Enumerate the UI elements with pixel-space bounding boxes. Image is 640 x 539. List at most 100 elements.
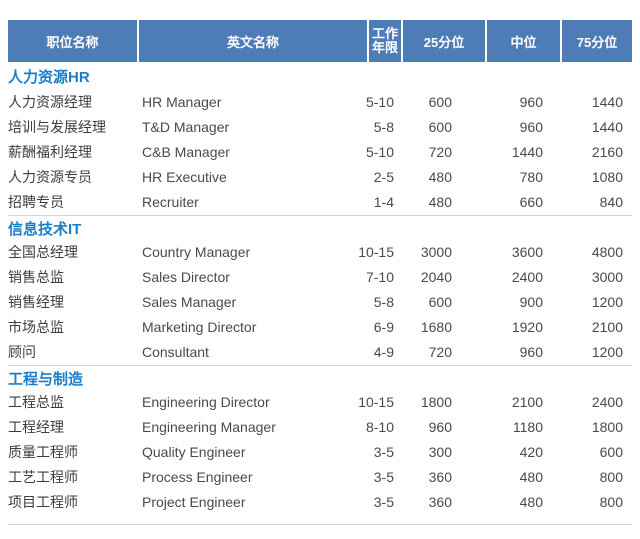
position-name-cell: 全国总经理 <box>8 244 78 260</box>
position-name-cell: 招聘专员 <box>8 194 64 210</box>
table-row: 人力资源经理 HR Manager 5-10 600 960 1440 <box>8 90 632 115</box>
table-row: 人力资源专员 HR Executive 2-5 480 780 1080 <box>8 165 632 190</box>
table-row: 培训与发展经理 T&D Manager 5-8 600 960 1440 <box>8 115 632 140</box>
section-title: 工程与制造 <box>8 370 84 388</box>
english-name-cell: Recruiter <box>142 194 199 210</box>
median-cell: 2400 <box>511 269 543 285</box>
p75-cell: 800 <box>599 494 623 510</box>
position-name-cell: 培训与发展经理 <box>8 119 106 135</box>
median-cell: 480 <box>519 494 543 510</box>
english-name-cell: Quality Engineer <box>142 444 246 460</box>
table-row: 销售经理 Sales Manager 5-8 600 900 1200 <box>8 290 632 315</box>
english-name-cell: Engineering Manager <box>142 419 276 435</box>
work-years-cell: 10-15 <box>358 244 394 260</box>
position-name-cell: 质量工程师 <box>8 444 78 460</box>
english-name-cell: Marketing Director <box>142 319 257 335</box>
position-name-cell: 工程总监 <box>8 394 64 410</box>
p25-cell: 600 <box>428 119 452 135</box>
work-years-cell: 10-15 <box>358 394 394 410</box>
table-row: 工程总监 Engineering Director 10-15 1800 2100 240… <box>8 390 632 415</box>
position-name-cell: 顾问 <box>8 344 36 360</box>
p25-cell: 600 <box>428 94 452 110</box>
p25-cell: 720 <box>428 144 452 160</box>
median-cell: 960 <box>519 119 543 135</box>
median-cell: 1180 <box>512 419 543 435</box>
table-row: 招聘专员 Recruiter 1-4 480 660 840 <box>8 190 632 215</box>
english-name-cell: Consultant <box>142 344 209 360</box>
position-name-cell: 人力资源经理 <box>8 94 92 110</box>
p75-cell: 1440 <box>591 94 623 110</box>
header-cell-work-years: 工作年限 <box>369 20 401 62</box>
header-cell-english-name: 英文名称 <box>139 20 367 62</box>
p75-cell: 840 <box>599 194 623 210</box>
english-name-cell: HR Executive <box>142 169 227 185</box>
english-name-cell: T&D Manager <box>142 119 230 135</box>
position-name-cell: 薪酬福利经理 <box>8 144 92 160</box>
position-name-cell: 销售经理 <box>8 294 64 310</box>
work-years-cell: 6-9 <box>373 319 394 335</box>
work-years-cell: 5-10 <box>365 144 394 160</box>
table-row: 工艺工程师 Process Engineer 3-5 360 480 800 <box>8 465 632 490</box>
median-cell: 960 <box>519 94 543 110</box>
section-title: 信息技术IT <box>8 220 82 238</box>
work-years-cell: 4-9 <box>373 344 394 360</box>
table-row: 质量工程师 Quality Engineer 3-5 300 420 600 <box>8 440 632 465</box>
position-name-cell: 工程经理 <box>8 419 64 435</box>
p75-cell: 1200 <box>591 294 623 310</box>
median-cell: 1920 <box>511 319 543 335</box>
english-name-cell: C&B Manager <box>142 144 230 160</box>
p75-cell: 800 <box>599 469 623 485</box>
english-name-cell: Engineering Director <box>142 394 270 410</box>
p25-cell: 600 <box>428 294 452 310</box>
header-cell-25th-percentile: 25分位 <box>403 20 485 62</box>
p75-cell: 1200 <box>591 344 623 360</box>
p25-cell: 2040 <box>420 269 452 285</box>
work-years-cell: 3-5 <box>373 469 394 485</box>
p25-cell: 3000 <box>420 244 452 260</box>
p75-cell: 1800 <box>591 419 623 435</box>
p25-cell: 1680 <box>420 319 452 335</box>
english-name-cell: Sales Director <box>142 269 230 285</box>
table-row: 项目工程师 Project Engineer 3-5 360 480 800 <box>8 490 632 515</box>
p75-cell: 1080 <box>591 169 623 185</box>
median-cell: 1440 <box>511 144 543 160</box>
p25-cell: 300 <box>428 444 452 460</box>
position-name-cell: 工艺工程师 <box>8 469 78 485</box>
table-row: 薪酬福利经理 C&B Manager 5-10 720 1440 2160 <box>8 140 632 165</box>
work-years-cell: 1-4 <box>373 194 394 210</box>
median-cell: 660 <box>519 194 543 210</box>
header-cell-75th-percentile: 75分位 <box>562 20 632 62</box>
english-name-cell: Country Manager <box>142 244 251 260</box>
p25-cell: 480 <box>428 169 452 185</box>
work-years-cell: 5-8 <box>373 119 394 135</box>
table-section: 信息技术IT 全国总经理 Country Manager 10-15 3000 3600 4… <box>8 216 632 366</box>
work-years-cell: 2-5 <box>373 169 394 185</box>
table-row: 销售总监 Sales Director 7-10 2040 2400 3000 <box>8 265 632 290</box>
position-name-cell: 市场总监 <box>8 319 64 335</box>
work-years-cell: 5-10 <box>365 94 394 110</box>
position-name-cell: 销售总监 <box>8 269 64 285</box>
p25-cell: 360 <box>428 494 452 510</box>
table-header-row: 职位名称 英文名称 工作年限 25分位 中位 75分位 <box>8 20 632 62</box>
median-cell: 3600 <box>511 244 543 260</box>
header-cell-median: 中位 <box>487 20 560 62</box>
english-name-cell: Project Engineer <box>142 494 246 510</box>
p25-cell: 720 <box>428 344 452 360</box>
p75-cell: 1440 <box>591 119 623 135</box>
p25-cell: 480 <box>428 194 452 210</box>
p25-cell: 1800 <box>420 394 452 410</box>
table-row: 工程经理 Engineering Manager 8-10 960 1180 1800 <box>8 415 632 440</box>
median-cell: 780 <box>519 169 543 185</box>
table-row: 全国总经理 Country Manager 10-15 3000 3600 4800 <box>8 240 632 265</box>
table-body: 人力资源HR 人力资源经理 HR Manager 5-10 600 960 1440 培训与发… <box>8 62 632 525</box>
position-name-cell: 人力资源专员 <box>8 169 92 185</box>
p25-cell: 960 <box>428 419 452 435</box>
median-cell: 960 <box>519 344 543 360</box>
english-name-cell: HR Manager <box>142 94 222 110</box>
header-cell-position-name: 职位名称 <box>8 20 137 62</box>
p75-cell: 2100 <box>591 319 623 335</box>
p25-cell: 360 <box>428 469 452 485</box>
english-name-cell: Sales Manager <box>142 294 237 310</box>
p75-cell: 2400 <box>591 394 623 410</box>
